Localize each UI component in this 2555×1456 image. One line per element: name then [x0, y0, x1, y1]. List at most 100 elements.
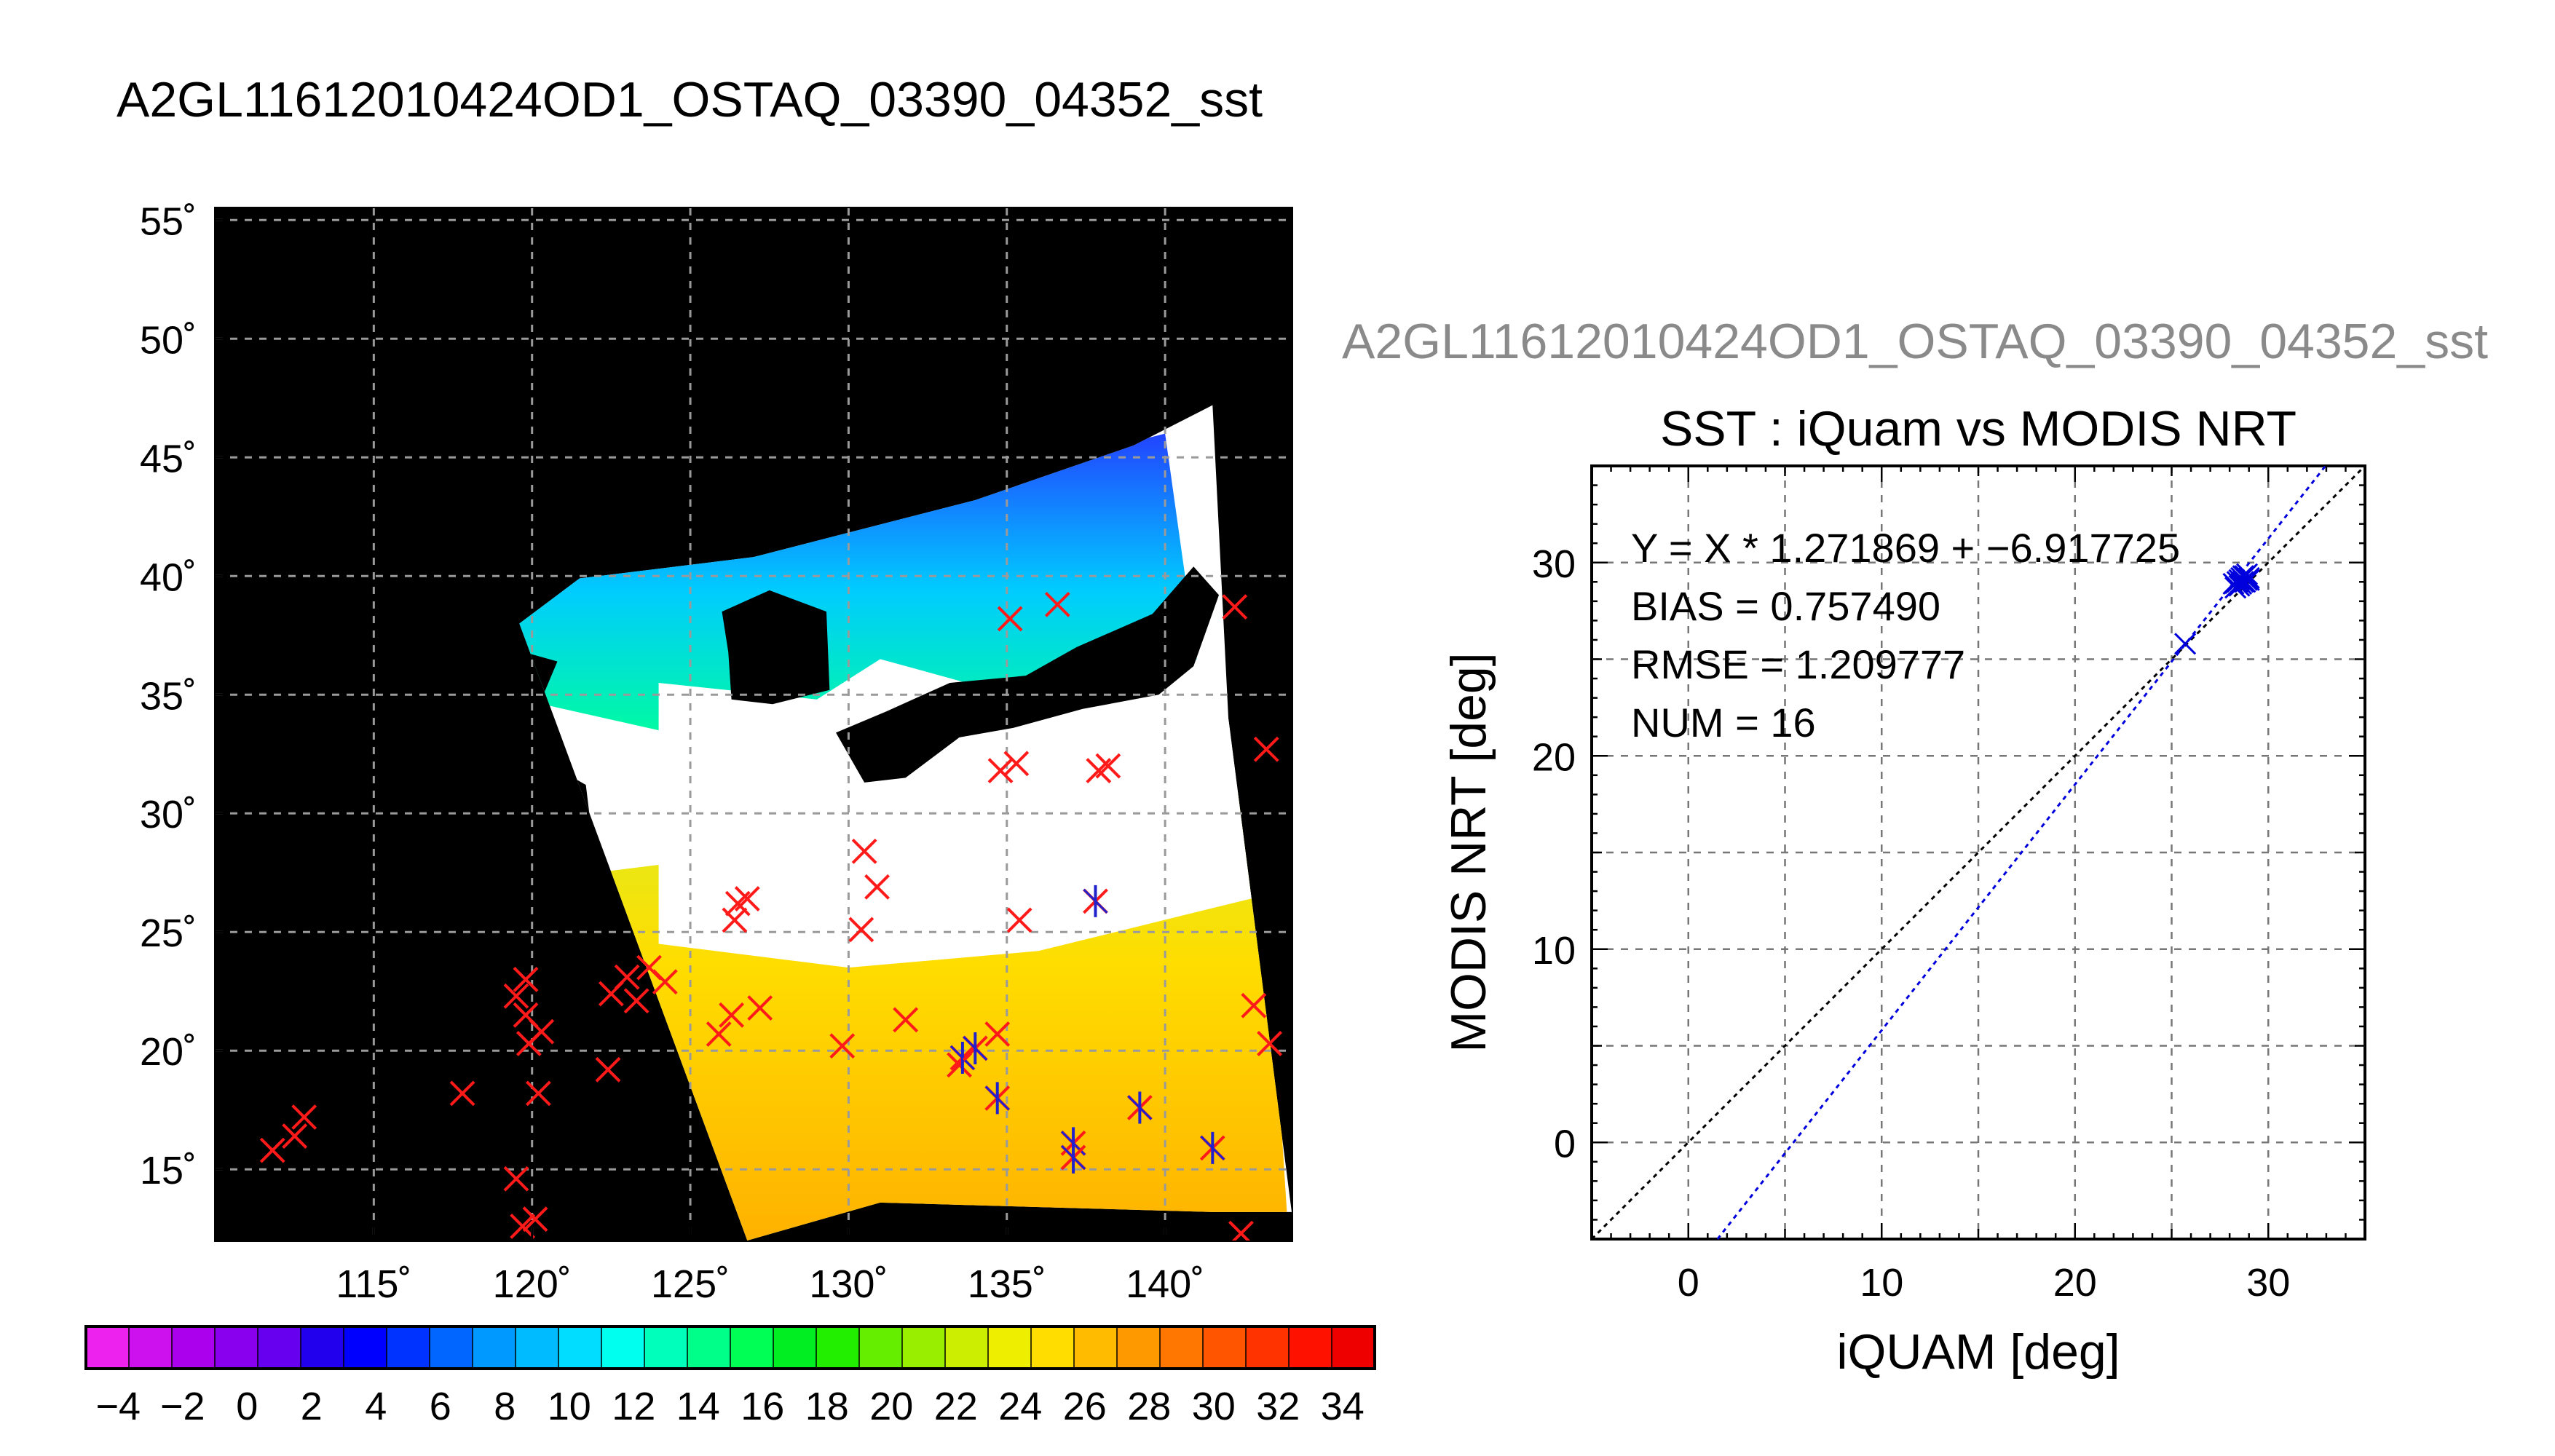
land-mass [836, 566, 1220, 783]
buoy-marker-matched [984, 1082, 1011, 1115]
buoy-marker-matched [1060, 1141, 1086, 1174]
colorbar-tick-label: 16 [741, 1385, 784, 1428]
buoy-marker-red [851, 838, 877, 864]
buoy-marker-red [747, 995, 773, 1021]
colorbar-tick-label: 8 [494, 1385, 516, 1428]
colorbar-tick-label: −2 [160, 1385, 205, 1428]
colorbar-swatch [86, 1326, 130, 1369]
colorbar-swatch [816, 1326, 860, 1369]
colorbar-tick-label: 12 [612, 1385, 655, 1428]
buoy-marker-red [623, 988, 649, 1014]
colorbar-swatch [215, 1326, 258, 1369]
scatter-point [2234, 571, 2256, 593]
colorbar-tick-label: 0 [236, 1385, 258, 1428]
swath-layer [216, 208, 1292, 1241]
buoy-marker-red [529, 1018, 555, 1045]
identity-line [1590, 464, 2366, 1241]
buoy-marker-red [1044, 591, 1070, 617]
colorbar-swatch [730, 1326, 774, 1369]
colorbar-swatch [172, 1326, 216, 1369]
colorbar-swatch [859, 1326, 903, 1369]
buoy-marker-red [259, 1137, 285, 1163]
map-lat-tick-label: 50˚ [140, 318, 197, 362]
colorbar-swatch [1332, 1326, 1375, 1369]
colorbar-tick-label: 4 [365, 1385, 387, 1428]
buoy-marker-red [652, 969, 678, 995]
scatter-annotation: NUM = 16 [1631, 700, 1816, 745]
colorbar-frame [84, 1325, 1376, 1370]
colorbar-swatch [1160, 1326, 1204, 1369]
scatter-annotation: Y = X * 1.271869 + −6.917725 [1631, 525, 2180, 571]
map-lon-tick-label: 130˚ [809, 1262, 888, 1306]
colorbar-swatch [558, 1326, 602, 1369]
buoy-marker-red [864, 874, 890, 900]
scatter-x-tick-label: 20 [2053, 1261, 2097, 1305]
buoy-marker-red [1253, 736, 1279, 762]
scatter-point [2235, 563, 2259, 585]
buoy-marker-red [513, 967, 539, 992]
scatter-points [2174, 563, 2260, 655]
colorbar-tick-label: −4 [95, 1385, 141, 1428]
colorbar-swatch [473, 1326, 516, 1369]
scatter-x-tick-label: 10 [1860, 1261, 1903, 1305]
colorbar-tick-label: 10 [548, 1385, 591, 1428]
land-mass [722, 590, 830, 705]
buoy-marker-red [706, 1021, 732, 1047]
scatter-x-tick-label: 30 [2246, 1261, 2290, 1305]
buoy-marker-red [503, 1166, 529, 1192]
scatter-y-tick-label: 20 [1532, 735, 1576, 779]
colorbar-swatch [644, 1326, 688, 1369]
scatter-y-label: MODIS NRT [deg] [1441, 652, 1496, 1052]
scatter-point [2230, 572, 2253, 596]
colorbar-swatch [387, 1326, 430, 1369]
colorbar-swatch [773, 1326, 817, 1369]
colorbar-tick-label: 34 [1321, 1385, 1365, 1428]
buoy-marker-red [984, 1021, 1011, 1047]
scatter-grid [1592, 466, 2365, 1239]
map-lat-tick-label: 45˚ [140, 437, 197, 480]
buoy-marker-red [449, 1080, 475, 1107]
colorbar: −4 −2 0 2 4 6 8 10 12 14 16 18 20 22 24 26 28 30 32 34 [84, 1325, 1376, 1428]
scatter-y-tick-label: 30 [1532, 542, 1576, 586]
colorbar-swatch [1246, 1326, 1290, 1369]
colorbar-swatch [1289, 1326, 1332, 1369]
map-lat-tick-label: 30˚ [140, 793, 197, 836]
buoy-marker-red [893, 1007, 919, 1033]
buoy-marker-red [1095, 753, 1121, 779]
colorbar-swatch [129, 1326, 173, 1369]
buoy-marker-red [734, 886, 760, 912]
map-lon-tick-label: 120˚ [493, 1262, 572, 1306]
scatter-y-tick-label: 0 [1554, 1122, 1576, 1166]
fit-line [1716, 465, 2326, 1240]
scatter-lines [1590, 464, 2366, 1241]
map-lat-tick-label: 20˚ [140, 1030, 197, 1074]
buoy-marker-red [1006, 907, 1032, 933]
scatter-x-tick-label: 0 [1678, 1261, 1699, 1305]
buoy-marker-red [291, 1104, 317, 1130]
scatter-point [2174, 633, 2197, 655]
buoy-marker-red [522, 1206, 548, 1233]
buoy-marker-red [987, 758, 1014, 783]
scatter-title: SST : iQuam vs MODIS NRT [1660, 401, 2297, 456]
buoy-marker-red [722, 907, 748, 933]
scatter-axes: 0 10 20 30 0 10 20 30 [1532, 464, 2366, 1305]
scatter-point [2238, 569, 2260, 591]
buoy-marker-matched [1126, 1091, 1153, 1124]
buoy-marker-red [1257, 1031, 1282, 1056]
buoy-marker-red [595, 1056, 621, 1083]
colorbar-tick-label: 28 [1127, 1385, 1171, 1428]
colorbar-swatch [902, 1326, 946, 1369]
colorbar-swatch [344, 1326, 387, 1369]
colorbar-tick-label: 2 [301, 1385, 323, 1428]
colorbar-swatch [945, 1326, 989, 1369]
map-lat-tick-label: 35˚ [140, 674, 197, 718]
map-axes: 115˚ 120˚ 125˚ 130˚ 135˚ 140˚ 15˚ 20˚ 25˚ 30˚ 35˚ 4… [140, 199, 1204, 1306]
map-lat-tick-label: 15˚ [140, 1149, 197, 1192]
colorbar-tick-label: 30 [1192, 1385, 1236, 1428]
colorbar-swatch [601, 1326, 645, 1369]
scatter-point [2232, 565, 2254, 587]
buoy-marker-red [829, 1033, 856, 1059]
buoy-marker-red [1222, 594, 1248, 620]
colorbar-tick-label: 18 [805, 1385, 849, 1428]
